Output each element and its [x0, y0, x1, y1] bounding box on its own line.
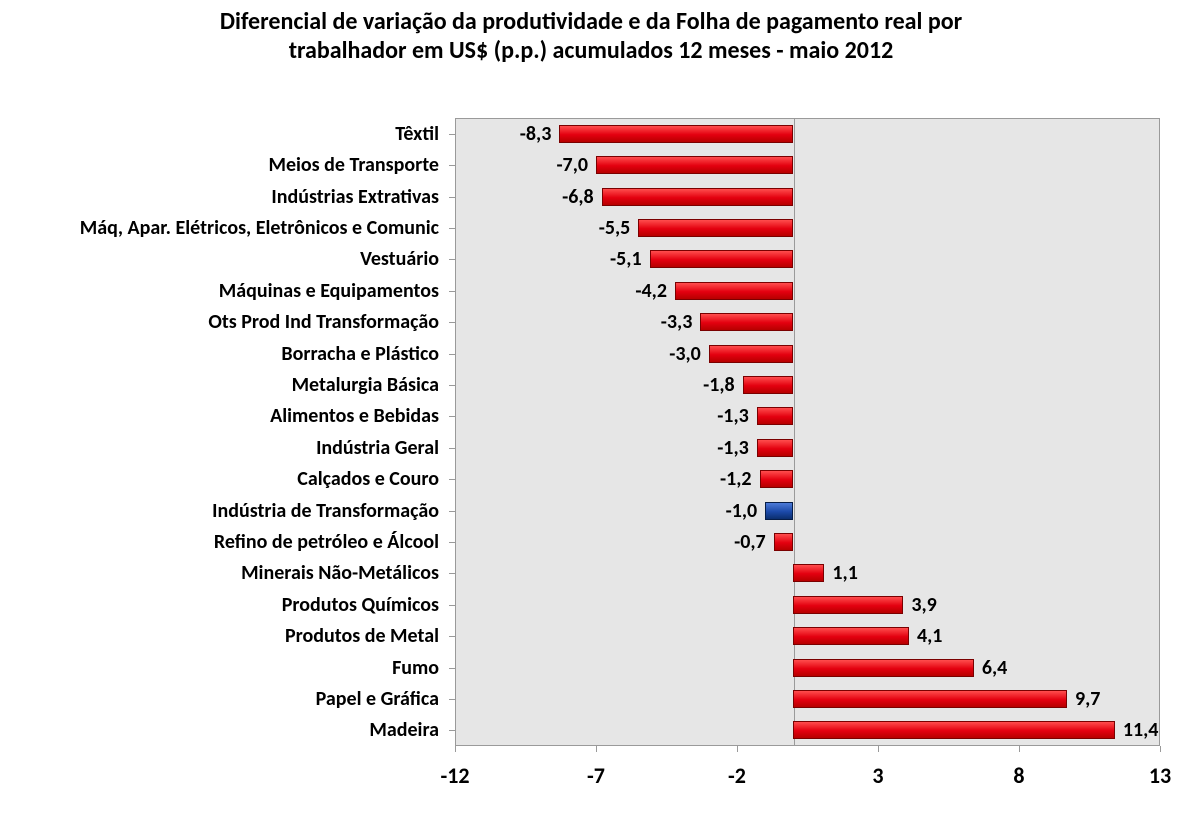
- y-tick-mark: [449, 385, 455, 386]
- data-label: -3,0: [669, 342, 701, 366]
- y-tick-mark: [449, 259, 455, 260]
- y-tick-mark: [449, 668, 455, 669]
- x-tick-label: -7: [587, 762, 605, 789]
- data-label: -7,0: [556, 153, 588, 177]
- x-tick-mark: [1160, 746, 1161, 752]
- y-tick-mark: [449, 354, 455, 355]
- bar: [760, 470, 794, 488]
- bar: [650, 250, 794, 268]
- y-tick-mark: [449, 730, 455, 731]
- x-tick-label: -12: [440, 762, 469, 789]
- data-label: -1,3: [717, 404, 749, 428]
- y-tick-mark: [449, 197, 455, 198]
- y-tick-mark: [449, 479, 455, 480]
- y-category-label: Minerais Não-Metálicos: [241, 561, 439, 585]
- y-tick-mark: [449, 605, 455, 606]
- y-category-label: Indústrias Extrativas: [271, 185, 439, 209]
- data-label: 6,4: [982, 656, 1007, 680]
- data-label: -1,2: [720, 467, 752, 491]
- data-label: 4,1: [917, 624, 942, 648]
- data-label: -0,7: [734, 530, 766, 554]
- data-label: -5,5: [599, 216, 631, 240]
- bar: [602, 188, 794, 206]
- y-tick-mark: [449, 165, 455, 166]
- y-tick-mark: [449, 228, 455, 229]
- data-label: 1,1: [832, 561, 857, 585]
- y-tick-mark: [449, 636, 455, 637]
- data-label: -1,3: [717, 436, 749, 460]
- bar: [675, 282, 793, 300]
- plot-area: [455, 118, 1160, 746]
- y-category-label: Borracha e Plástico: [281, 342, 439, 366]
- y-tick-mark: [449, 134, 455, 135]
- y-tick-mark: [449, 542, 455, 543]
- bar: [757, 439, 794, 457]
- data-label: -5,1: [610, 247, 642, 271]
- data-label: -8,3: [520, 122, 552, 146]
- bar: [757, 407, 794, 425]
- bar: [793, 659, 973, 677]
- bar: [774, 533, 794, 551]
- y-category-label: Alimentos e Bebidas: [270, 404, 439, 428]
- y-category-label: Máq, Apar. Elétricos, Eletrônicos e Comu…: [80, 216, 439, 240]
- bar: [793, 690, 1067, 708]
- zero-line: [794, 119, 795, 745]
- y-category-label: Ots Prod Ind Transformação: [208, 310, 439, 334]
- data-label: 9,7: [1075, 687, 1100, 711]
- y-category-label: Fumo: [392, 656, 439, 680]
- bar: [765, 502, 793, 520]
- chart-title-line2: trabalhador em US$ (p.p.) acumulados 12 …: [60, 37, 1122, 66]
- bar: [793, 721, 1114, 739]
- bar: [559, 125, 793, 143]
- bar: [793, 564, 824, 582]
- data-label: -3,3: [661, 310, 693, 334]
- y-category-label: Indústria Geral: [316, 436, 439, 460]
- bar: [596, 156, 793, 174]
- y-tick-mark: [449, 291, 455, 292]
- chart-title: Diferencial de variação da produtividade…: [0, 8, 1182, 66]
- y-category-label: Indústria de Transformação: [212, 499, 439, 523]
- data-label: 3,9: [911, 593, 936, 617]
- y-tick-mark: [449, 448, 455, 449]
- y-category-label: Papel e Gráfica: [316, 687, 439, 711]
- y-category-label: Têxtil: [395, 122, 439, 146]
- y-tick-mark: [449, 322, 455, 323]
- x-tick-label: 8: [1013, 762, 1024, 789]
- y-tick-mark: [449, 416, 455, 417]
- data-label: -4,2: [635, 279, 667, 303]
- y-category-label: Meios de Transporte: [268, 153, 439, 177]
- x-tick-mark: [455, 746, 456, 752]
- x-tick-label: 13: [1149, 762, 1171, 789]
- bar: [709, 345, 794, 363]
- data-label: -6,8: [562, 185, 594, 209]
- bar: [743, 376, 794, 394]
- y-category-label: Vestuário: [360, 247, 439, 271]
- data-label: -1,0: [726, 499, 758, 523]
- data-label: -1,8: [703, 373, 735, 397]
- y-tick-mark: [449, 511, 455, 512]
- y-category-label: Produtos de Metal: [285, 624, 439, 648]
- x-tick-label: 3: [872, 762, 883, 789]
- x-tick-mark: [878, 746, 879, 752]
- y-category-label: Metalurgia Básica: [292, 373, 439, 397]
- y-category-label: Máquinas e Equipamentos: [219, 279, 439, 303]
- x-tick-mark: [737, 746, 738, 752]
- y-category-label: Madeira: [369, 718, 439, 742]
- bar: [793, 596, 903, 614]
- y-category-label: Calçados e Couro: [297, 467, 439, 491]
- y-tick-mark: [449, 699, 455, 700]
- chart-title-line1: Diferencial de variação da produtividade…: [60, 8, 1122, 37]
- x-tick-mark: [1019, 746, 1020, 752]
- y-tick-mark: [449, 573, 455, 574]
- bar: [700, 313, 793, 331]
- bar: [638, 219, 793, 237]
- x-tick-mark: [596, 746, 597, 752]
- y-category-label: Produtos Químicos: [282, 593, 439, 617]
- x-tick-label: -2: [728, 762, 746, 789]
- y-category-label: Refino de petróleo e Álcool: [214, 530, 439, 554]
- bar: [793, 627, 909, 645]
- data-label: 11,4: [1123, 718, 1159, 742]
- chart-container: Diferencial de variação da produtividade…: [0, 0, 1182, 818]
